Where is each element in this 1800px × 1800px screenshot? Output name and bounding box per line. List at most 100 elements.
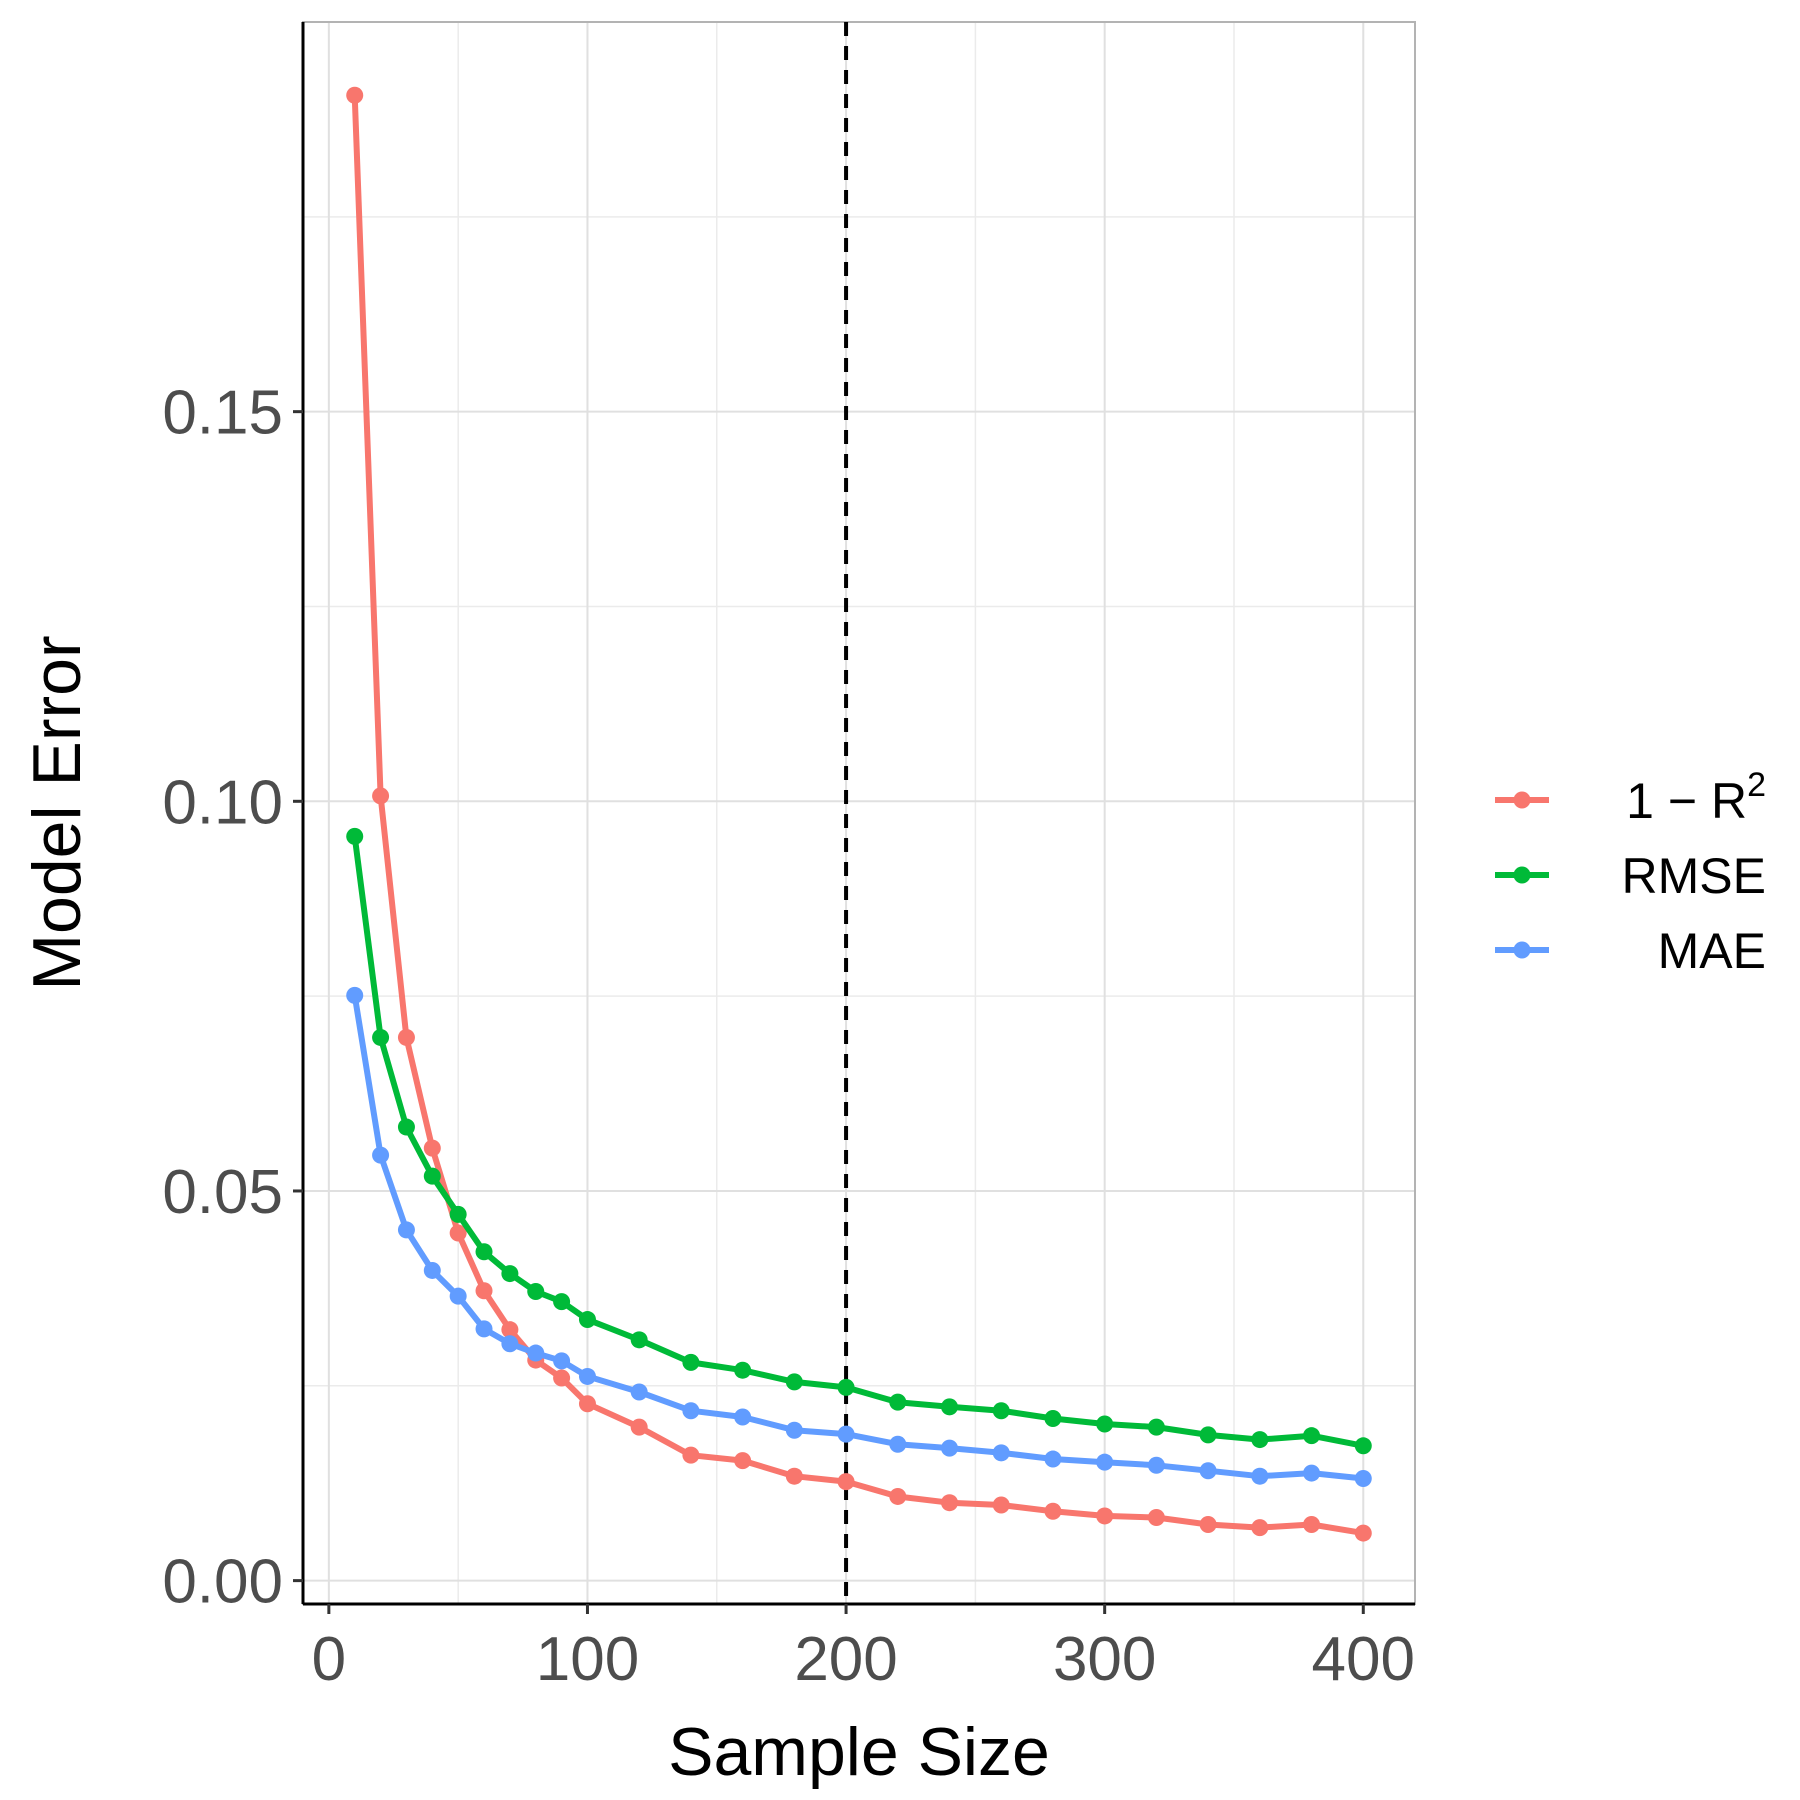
data-point — [992, 1444, 1010, 1462]
data-point — [578, 1367, 596, 1385]
data-point — [734, 1361, 752, 1379]
data-point — [553, 1293, 571, 1311]
data-point — [397, 1118, 415, 1136]
data-point — [449, 1205, 467, 1223]
data-point — [346, 827, 364, 845]
data-point — [1303, 1516, 1321, 1534]
legend-label: MAE — [1658, 923, 1766, 979]
data-point — [1044, 1450, 1062, 1468]
data-point — [372, 787, 390, 805]
data-point — [941, 1439, 959, 1457]
data-point — [1354, 1470, 1372, 1488]
legend-label: 1 − R2 — [1626, 766, 1766, 829]
data-point — [527, 1282, 545, 1300]
data-point — [1354, 1524, 1372, 1542]
data-point — [682, 1446, 700, 1464]
data-point — [578, 1395, 596, 1413]
y-tick-label: 0.10 — [162, 768, 283, 837]
legend-label: RMSE — [1622, 848, 1766, 904]
data-point — [785, 1421, 803, 1439]
data-point — [475, 1282, 493, 1300]
data-point — [1199, 1426, 1217, 1444]
data-point — [1199, 1462, 1217, 1480]
series-1 — [346, 827, 1372, 1455]
data-point — [1147, 1508, 1165, 1526]
grid-lines — [303, 22, 1415, 1604]
series-line — [351, 92, 1367, 1537]
data-point — [346, 986, 364, 1004]
x-tick-label: 400 — [1312, 1625, 1415, 1694]
data-point — [889, 1487, 907, 1505]
data-point — [630, 1383, 648, 1401]
legend-item: 1 − R2 — [1495, 766, 1766, 829]
data-point — [785, 1467, 803, 1485]
data-point — [837, 1425, 855, 1443]
data-point — [682, 1402, 700, 1420]
data-point — [397, 1028, 415, 1046]
data-point — [1303, 1464, 1321, 1482]
series-0 — [346, 86, 1372, 1542]
legend-item: MAE — [1495, 923, 1766, 979]
series-2 — [346, 986, 1372, 1488]
data-point — [501, 1321, 519, 1339]
legend: 1 − R2 RMSE MAE — [1495, 766, 1766, 979]
y-tick-label: 0.00 — [162, 1548, 283, 1617]
data-point — [1354, 1437, 1372, 1455]
data-point — [372, 1146, 390, 1164]
data-point — [423, 1167, 441, 1185]
data-point — [734, 1408, 752, 1426]
data-point — [837, 1378, 855, 1396]
data-point — [397, 1221, 415, 1239]
data-point — [1147, 1418, 1165, 1436]
y-axis-title: Model Error — [19, 635, 95, 990]
data-point — [501, 1265, 519, 1283]
data-point — [423, 1139, 441, 1157]
series-line — [351, 992, 1367, 1482]
data-point — [346, 86, 364, 104]
x-tick-label: 300 — [1053, 1625, 1156, 1694]
data-point — [682, 1353, 700, 1371]
data-point — [889, 1435, 907, 1453]
x-tick-label: 100 — [536, 1625, 639, 1694]
data-point — [941, 1398, 959, 1416]
data-point — [785, 1373, 803, 1391]
data-point — [553, 1352, 571, 1370]
plot-panel-border — [302, 21, 1416, 1605]
data-point — [372, 1028, 390, 1046]
y-tick-label: 0.15 — [162, 379, 283, 448]
data-point — [527, 1344, 545, 1362]
data-point — [1199, 1516, 1217, 1534]
data-point — [734, 1452, 752, 1470]
data-point — [992, 1496, 1010, 1514]
legend-key-point — [1513, 866, 1531, 884]
x-tick-label: 200 — [794, 1625, 897, 1694]
data-point — [1044, 1502, 1062, 1520]
data-point — [1251, 1467, 1269, 1485]
data-point — [501, 1335, 519, 1353]
data-point — [1147, 1456, 1165, 1474]
x-axis-title: Sample Size — [668, 1714, 1050, 1790]
data-point — [992, 1402, 1010, 1420]
legend-key-point — [1513, 941, 1531, 959]
data-point — [1303, 1427, 1321, 1445]
data-point — [475, 1243, 493, 1261]
data-point — [578, 1311, 596, 1329]
data-point — [941, 1494, 959, 1512]
legend-key-point — [1513, 791, 1531, 809]
series-line — [351, 833, 1367, 1449]
data-point — [1096, 1415, 1114, 1433]
data-point — [449, 1224, 467, 1242]
y-tick-label: 0.05 — [162, 1158, 283, 1227]
data-point — [449, 1287, 467, 1305]
data-point — [423, 1261, 441, 1279]
data-point — [475, 1320, 493, 1338]
x-axis-ticks: 0 100 200 300 400 — [312, 1604, 1415, 1694]
series-lines — [346, 86, 1372, 1542]
data-point — [1251, 1431, 1269, 1449]
data-point — [1044, 1410, 1062, 1428]
data-point — [1096, 1453, 1114, 1471]
data-point — [630, 1331, 648, 1349]
data-point — [630, 1418, 648, 1436]
data-point — [889, 1393, 907, 1411]
